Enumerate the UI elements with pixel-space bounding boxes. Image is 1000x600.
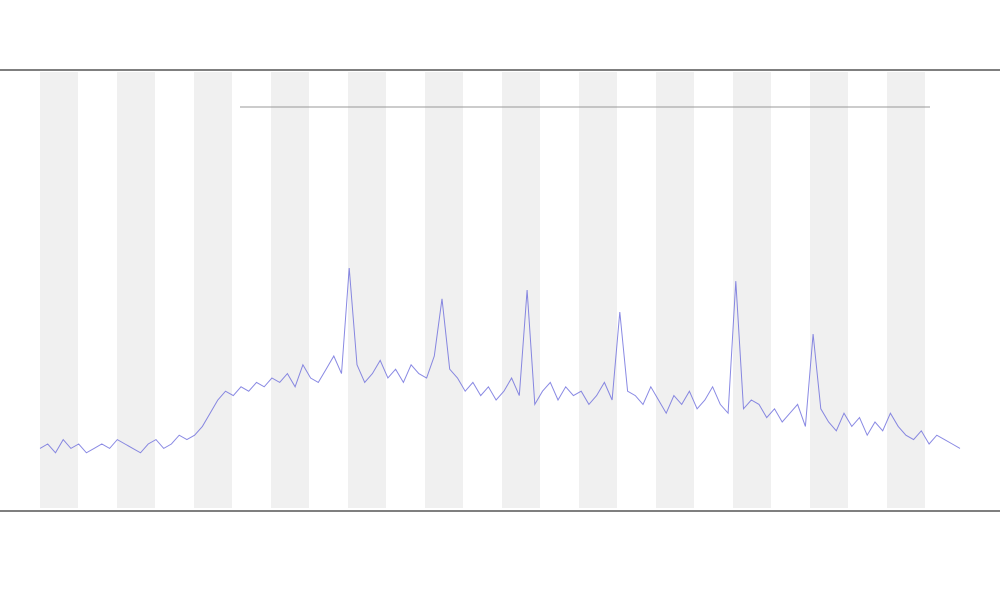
band xyxy=(425,72,463,508)
background-bands xyxy=(40,72,925,508)
band xyxy=(733,72,771,508)
band xyxy=(117,72,155,508)
band xyxy=(271,72,309,508)
band xyxy=(502,72,540,508)
band xyxy=(348,72,386,508)
band xyxy=(887,72,925,508)
band xyxy=(40,72,78,508)
band xyxy=(579,72,617,508)
series-line xyxy=(39,267,961,454)
band xyxy=(194,72,232,508)
band xyxy=(810,72,848,508)
band xyxy=(656,72,694,508)
